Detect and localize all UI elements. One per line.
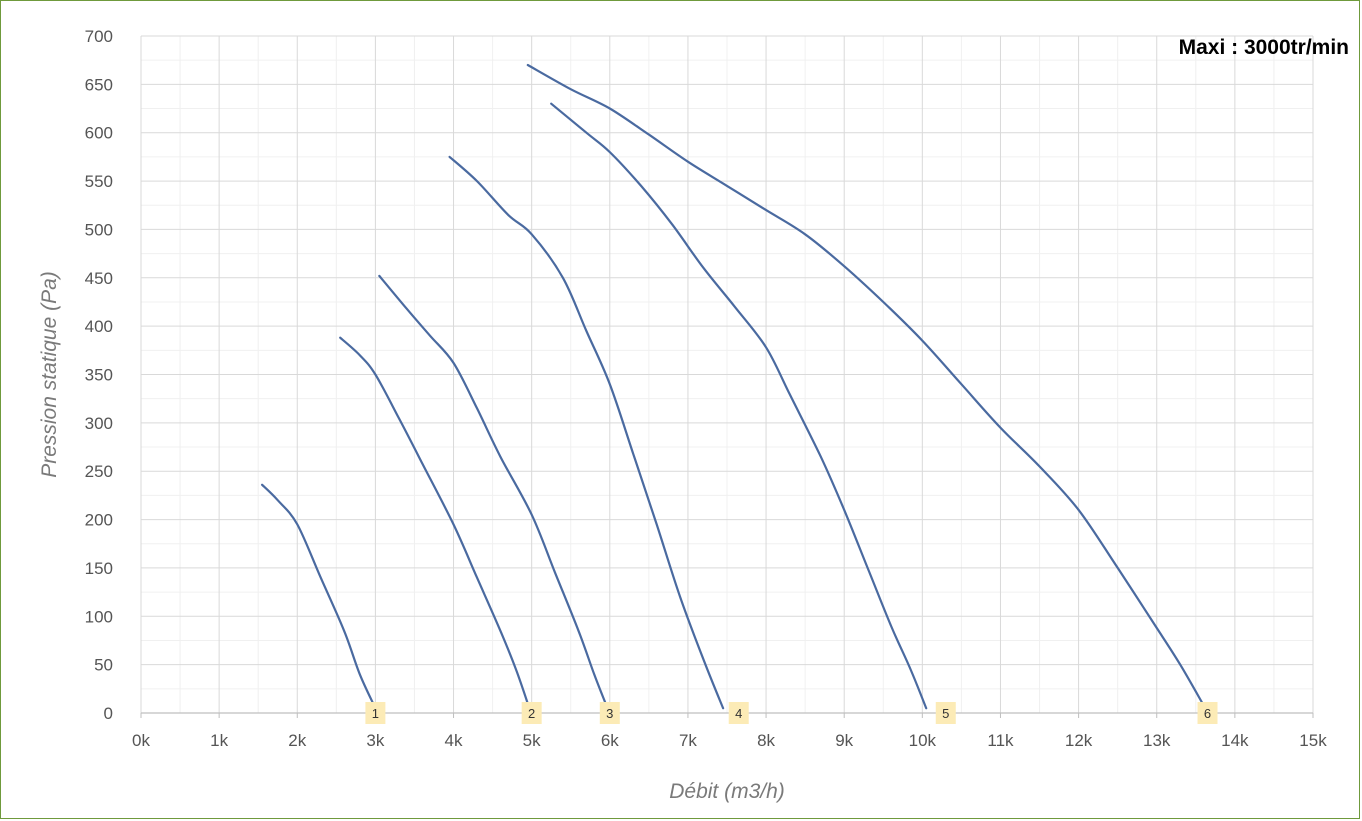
y-tick-label: 300: [85, 414, 113, 433]
y-axis: 0 50 100 150 200 250 300 350 400 450 500 550 600 650 7…: [85, 27, 113, 723]
y-axis-title: Pression statique (Pa): [38, 271, 61, 478]
y-tick-label: 0: [104, 704, 113, 723]
curve-badge-3: [599, 702, 620, 724]
series-line-1: [261, 483, 377, 710]
curve-badge-5: [935, 702, 956, 724]
y-tick-label: 200: [85, 511, 113, 530]
curve-badge-label: 1: [372, 706, 379, 721]
y-tick-label: 650: [85, 75, 113, 94]
y-tick-label: 250: [85, 462, 113, 481]
series-line-3: [378, 274, 609, 710]
curve-badge-2: [521, 702, 542, 724]
curve-badges: 1 2 3 4 5 6: [365, 702, 1218, 724]
y-tick-label: 550: [85, 172, 113, 191]
x-tick-label: 1k: [210, 731, 228, 750]
y-tick-label: 600: [85, 124, 113, 143]
y-tick-label: 100: [85, 607, 113, 626]
x-tick-label: 11k: [987, 731, 1014, 750]
y-tick-label: 500: [85, 220, 113, 239]
x-tick-label: 3k: [366, 731, 384, 750]
series-line-2: [339, 336, 531, 710]
series-line-4: [448, 155, 725, 710]
y-tick-label: 350: [85, 366, 113, 385]
curve-badge-label: 5: [942, 706, 949, 721]
curve-badge-4: [728, 702, 749, 724]
y-tick-label: 700: [85, 27, 113, 46]
curve-badge-label: 4: [735, 706, 742, 721]
curve-badge-label: 2: [528, 706, 535, 721]
x-tick-label: 2k: [288, 731, 306, 750]
curve-badge-6: [1197, 702, 1218, 724]
x-tick-label: 14k: [1221, 731, 1249, 750]
curve-badge-1: [365, 702, 386, 724]
x-axis: 0k 1k 2k 3k 4k 5k 6k 7k 8k 9k 10k 11k 12k 13k 14k 15k: [132, 712, 1327, 750]
curve-badge-label: 3: [606, 706, 613, 721]
x-tick-label: 8k: [757, 731, 775, 750]
x-tick-label: 0k: [132, 731, 150, 750]
x-tick-label: 13k: [1143, 731, 1171, 750]
major-grid: [140, 35, 1314, 714]
x-tick-label: 4k: [445, 731, 463, 750]
x-tick-label: 12k: [1065, 731, 1093, 750]
curve-badge-label: 6: [1204, 706, 1211, 721]
x-tick-label: 7k: [679, 731, 697, 750]
y-tick-label: 150: [85, 559, 113, 578]
y-tick-label: 400: [85, 317, 113, 336]
x-tick-label: 10k: [909, 731, 937, 750]
y-tick-label: 450: [85, 269, 113, 288]
speed-annotation: Maxi : 3000tr/min: [1179, 36, 1349, 59]
x-tick-label: 9k: [835, 731, 853, 750]
series-line-5: [550, 102, 928, 710]
series-lines: [261, 63, 1205, 710]
x-tick-label: 15k: [1299, 731, 1327, 750]
x-axis-title: Débit (m3/h): [669, 780, 785, 803]
x-tick-label: 6k: [601, 731, 619, 750]
x-tick-label: 5k: [523, 731, 541, 750]
series-line-6: [526, 63, 1205, 707]
y-tick-label: 50: [94, 656, 113, 675]
